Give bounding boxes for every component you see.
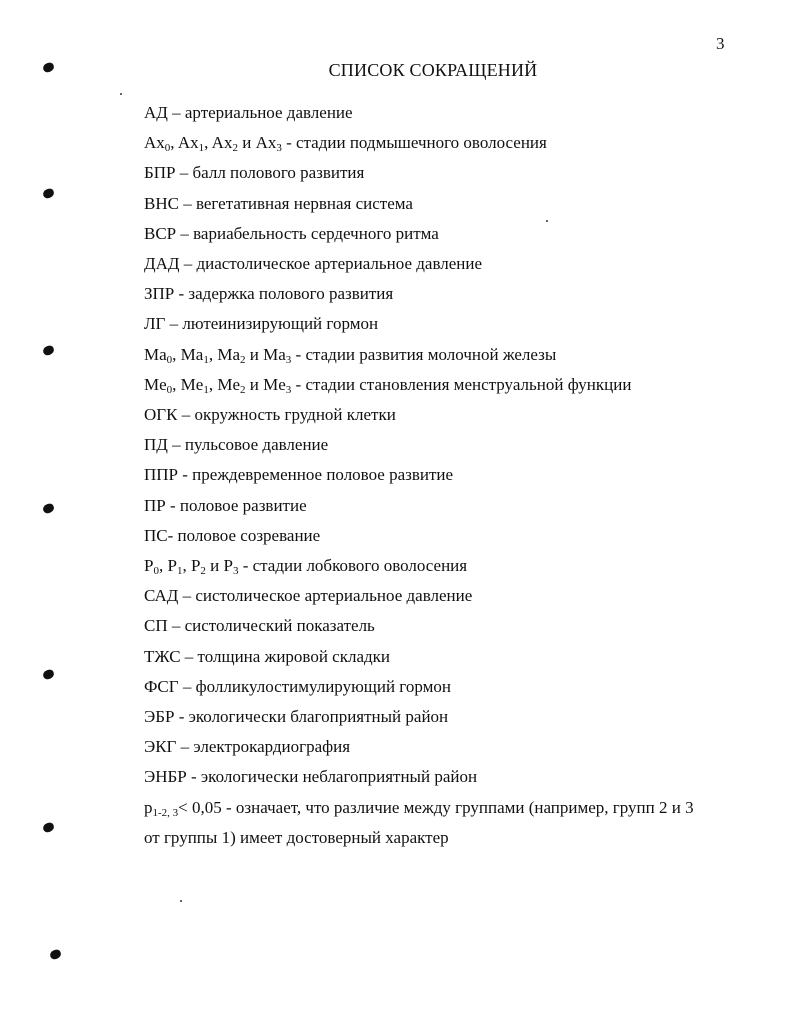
text-segment: - стадии становления менструальной функц… [291, 374, 632, 394]
abbreviation-line: Ma0, Ma1, Ma2 и Ma3 - стадии развития мо… [144, 340, 764, 370]
subscript: 2 [232, 142, 238, 155]
punch-hole-mark [41, 187, 56, 200]
text-segment: , Ma [208, 344, 241, 364]
abbreviation-line: ПС- половое созревание [144, 521, 764, 551]
abbreviation-line: ВСР – вариабельность сердечного ритма [144, 219, 764, 249]
text-segment: и Ax [237, 133, 277, 153]
text-segment: ЛГ – лютеинизирующий гормон [144, 314, 379, 334]
text-segment: ВНС – вегетативная нервная система [144, 193, 413, 213]
text-segment: ФСГ – фолликулостимулирующий гормон [144, 676, 451, 696]
subscript: 1 [176, 565, 183, 578]
text-segment: ЭБР - экологически благоприятный район [144, 707, 449, 727]
page-number: 3 [716, 34, 725, 53]
abbreviation-line: ТЖС – толщина жировой складки [144, 642, 764, 672]
text-segment: , P [182, 556, 201, 576]
abbreviation-line: ОГК – окружность грудной клетки [144, 400, 764, 430]
text-segment: ВСР – вариабельность сердечного ритма [144, 223, 439, 243]
punch-hole-mark [48, 948, 63, 961]
scan-speck [546, 220, 548, 222]
subscript: 2 [240, 383, 246, 396]
abbreviation-line: Me0, Me1, Me2 и Me3 - стадии становления… [144, 370, 764, 400]
subscript: 1 [198, 142, 205, 155]
text-segment: , P [158, 556, 177, 576]
text-segment: ПР - половое развитие [144, 495, 307, 515]
text-segment: < 0,05 - означает, что различие между гр… [178, 797, 694, 817]
text-segment: и Me [245, 374, 286, 394]
scan-speck [180, 900, 182, 902]
text-segment: ОГК – окружность грудной клетки [144, 405, 396, 425]
text-segment: - стадии лобкового оволосения [238, 556, 468, 576]
text-segment: САД – систолическое артериальное давлени… [144, 586, 473, 606]
text-segment: от группы 1) имеет достоверный характер [144, 827, 449, 847]
punch-hole-mark [41, 668, 56, 681]
abbreviation-line: P0, P1, P2 и P3 - стадии лобкового оволо… [144, 551, 764, 581]
subscript: 1-2, 3 [152, 806, 179, 819]
text-segment: Ax [144, 133, 165, 153]
text-segment: ЭКГ – электрокардиография [144, 737, 351, 757]
subscript: 3 [276, 142, 282, 155]
scan-speck [120, 93, 122, 95]
text-segment: ЗПР - задержка полового развития [144, 284, 394, 304]
page-title: СПИСОК СОКРАЩЕНИЙ [328, 60, 538, 80]
abbreviation-list: АД – артериальное давление Ax0, Ax1, Ax2 … [144, 98, 764, 853]
abbreviation-line: p1-2, 3< 0,05 - означает, что различие м… [144, 793, 764, 823]
text-segment: ЭНБР - экологически неблагоприятный райо… [144, 767, 478, 787]
abbreviation-line: Ax0, Ax1, Ax2 и Ax3 - стадии подмышечног… [144, 128, 764, 158]
text-segment: АД – артериальное давление [144, 103, 353, 122]
text-segment: p [144, 797, 153, 817]
text-segment: ТЖС – толщина жировой складки [144, 646, 391, 666]
subscript: 2 [240, 353, 246, 366]
abbreviation-line: ПР - половое развитие [144, 491, 764, 521]
subscript: 2 [200, 565, 206, 578]
subscript: 0 [153, 565, 159, 578]
text-segment: , Me [172, 374, 204, 394]
text-segment: ПД – пульсовое давление [144, 435, 329, 455]
abbreviation-line: АД – артериальное давление [144, 98, 764, 128]
abbreviation-line: от группы 1) имеет достоверный характер [144, 823, 764, 853]
text-segment: , Ma [172, 344, 204, 364]
subscript: 1 [203, 353, 209, 366]
abbreviation-line: ППР - преждевременное половое развитие [144, 460, 764, 490]
subscript: 3 [285, 383, 292, 396]
text-segment: Ma [144, 344, 167, 364]
abbreviation-line: ПД – пульсовое давление [144, 430, 764, 460]
subscript: 3 [285, 353, 292, 366]
text-segment: , Ax [204, 133, 233, 153]
abbreviation-line: ДАД – диастолическое артериальное давлен… [144, 249, 764, 279]
abbreviation-line: ФСГ – фолликулостимулирующий гормон [144, 672, 764, 702]
abbreviation-line: ЭКГ – электрокардиография [144, 732, 764, 762]
subscript: 0 [166, 383, 173, 396]
text-segment: , Ax [170, 133, 199, 153]
subscript: 0 [166, 353, 173, 366]
text-segment: БПР – балл полового развития [144, 163, 365, 183]
text-segment: СП – систолический показатель [144, 616, 375, 636]
punch-hole-mark [41, 344, 56, 357]
abbreviation-line: БПР – балл полового развития [144, 158, 764, 188]
text-segment: ПС- половое созревание [144, 525, 321, 545]
abbreviation-line: САД – систолическое артериальное давлени… [144, 581, 764, 611]
subscript: 0 [164, 142, 171, 155]
abbreviation-line: ЭНБР - экологически неблагоприятный райо… [144, 762, 764, 792]
subscript: 3 [232, 565, 239, 578]
abbreviation-line: ЗПР - задержка полового развития [144, 279, 764, 309]
text-segment: - стадии развития молочной железы [291, 344, 557, 364]
text-segment: , Me [208, 374, 241, 394]
text-segment: P [144, 556, 154, 576]
abbreviation-line: ЛГ – лютеинизирующий гормон [144, 309, 764, 339]
punch-hole-mark [41, 821, 56, 834]
abbreviation-line: ВНС – вегетативная нервная система [144, 189, 764, 219]
text-segment: Me [144, 374, 167, 394]
text-segment: - стадии подмышечного оволосения [281, 133, 547, 153]
abbreviation-line: ЭБР - экологически благоприятный район [144, 702, 764, 732]
text-segment: и Ma [245, 344, 286, 364]
text-segment: ДАД – диастолическое артериальное давлен… [144, 254, 483, 274]
abbreviation-line: СП – систолический показатель [144, 611, 764, 641]
subscript: 1 [203, 383, 209, 396]
text-segment: ППР - преждевременное половое развитие [144, 465, 454, 485]
text-segment: и P [205, 556, 233, 576]
punch-hole-mark [41, 502, 56, 515]
